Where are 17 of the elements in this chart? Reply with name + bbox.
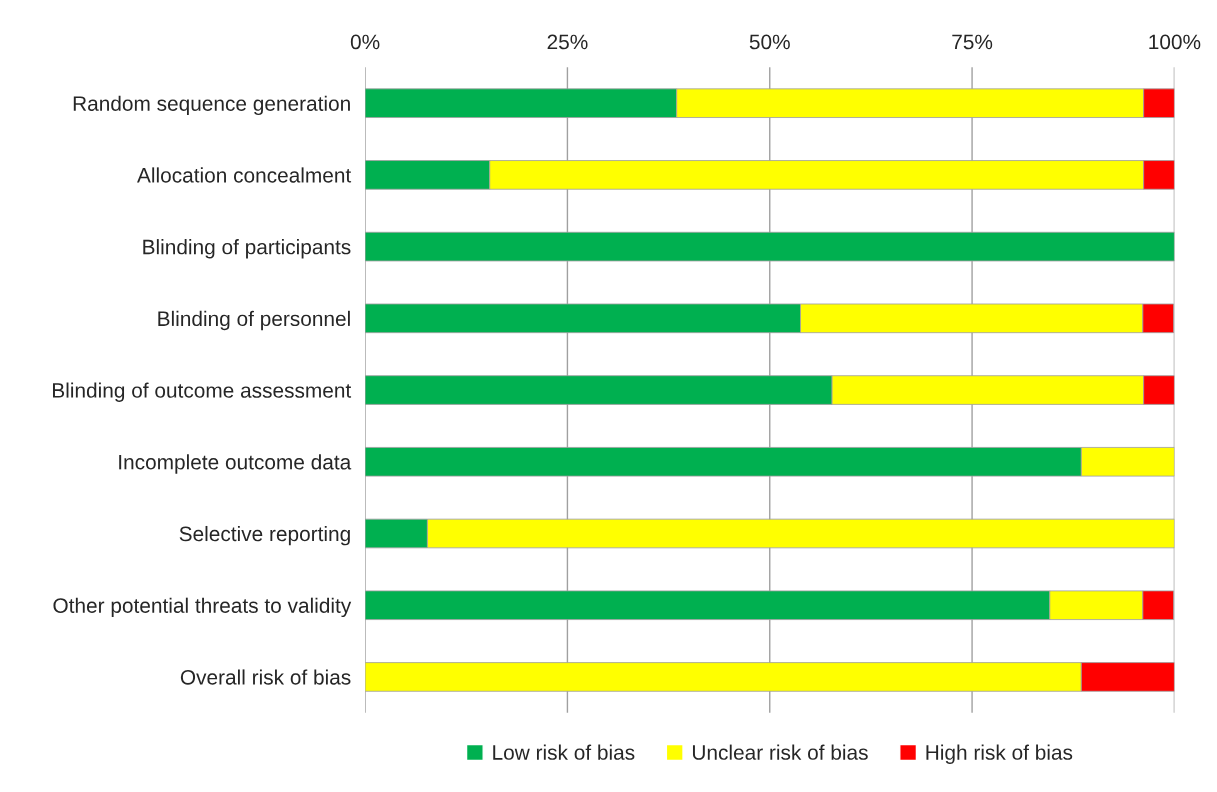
- x-tick-label: 75%: [952, 34, 993, 50]
- legend-label: Low risk of bias: [493, 744, 635, 760]
- x-tick-label: 50%: [749, 34, 790, 50]
- x-tick-label: 25%: [547, 34, 588, 50]
- legend-label: High risk of bias: [926, 744, 1073, 764]
- legend-label: Unclear risk of bias: [692, 744, 868, 760]
- y-tick-label: Blinding of personnel: [158, 310, 350, 331]
- x-tick-label: 100%: [1149, 34, 1201, 50]
- y-tick-label: Random sequence generation: [73, 95, 350, 116]
- y-tick-label: Blinding of participants: [143, 239, 351, 259]
- y-tick-label: Blinding of outcome assessment: [53, 382, 352, 402]
- x-tick-label: 0%: [350, 34, 380, 50]
- y-tick-label: Incomplete outcome data: [119, 454, 352, 474]
- y-tick-label: Overall risk of bias: [180, 669, 351, 685]
- y-tick-label: Selective reporting: [179, 525, 350, 546]
- y-tick-label: Allocation concealment: [137, 167, 352, 183]
- y-tick-label: Other potential threats to validity: [53, 597, 352, 618]
